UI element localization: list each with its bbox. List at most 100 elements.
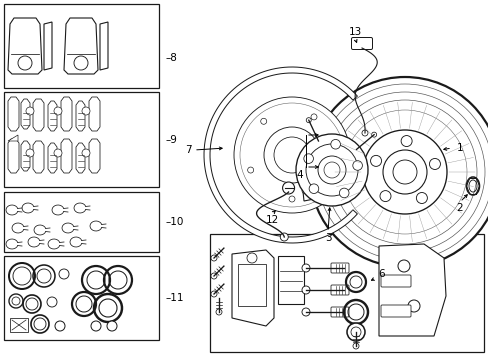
Circle shape (382, 150, 426, 194)
Circle shape (246, 253, 257, 263)
Bar (238, 264, 265, 306)
Circle shape (282, 182, 294, 194)
Circle shape (305, 118, 311, 123)
Circle shape (392, 160, 416, 184)
Circle shape (324, 139, 330, 145)
Circle shape (330, 139, 340, 149)
Circle shape (107, 321, 117, 331)
Circle shape (362, 130, 446, 214)
Bar (209, 234, 483, 352)
FancyBboxPatch shape (330, 285, 348, 295)
Polygon shape (8, 135, 18, 141)
Polygon shape (10, 318, 28, 332)
Circle shape (82, 149, 90, 157)
Circle shape (54, 149, 62, 157)
Bar (4, 192, 159, 252)
Circle shape (350, 327, 360, 337)
Circle shape (273, 137, 309, 173)
Text: –8: –8 (165, 53, 178, 63)
Circle shape (26, 107, 34, 115)
Polygon shape (44, 22, 52, 70)
Polygon shape (48, 143, 57, 173)
Text: 6: 6 (378, 269, 385, 279)
Circle shape (330, 167, 336, 173)
Circle shape (310, 114, 316, 120)
Text: 1: 1 (456, 143, 462, 153)
Circle shape (302, 264, 309, 272)
Circle shape (82, 107, 90, 115)
Text: 12: 12 (265, 215, 278, 225)
Circle shape (210, 273, 217, 279)
Circle shape (302, 188, 307, 194)
Circle shape (303, 154, 313, 163)
FancyBboxPatch shape (380, 275, 410, 287)
Text: 7: 7 (185, 145, 192, 155)
Circle shape (18, 56, 32, 70)
Circle shape (216, 309, 222, 315)
Circle shape (324, 162, 339, 178)
Polygon shape (21, 99, 30, 129)
Polygon shape (76, 101, 85, 131)
Circle shape (59, 269, 69, 279)
Circle shape (247, 167, 253, 173)
Polygon shape (48, 101, 57, 131)
Circle shape (400, 136, 411, 147)
Text: 13: 13 (347, 27, 361, 37)
Circle shape (240, 103, 343, 207)
FancyBboxPatch shape (330, 263, 348, 273)
Circle shape (55, 321, 65, 331)
Circle shape (428, 158, 440, 170)
FancyBboxPatch shape (380, 305, 410, 317)
Circle shape (379, 190, 390, 202)
Polygon shape (89, 139, 100, 173)
Bar (4, 256, 159, 340)
Circle shape (234, 97, 349, 213)
Circle shape (260, 118, 266, 124)
Circle shape (302, 308, 309, 316)
Polygon shape (61, 139, 72, 173)
Polygon shape (378, 244, 445, 336)
Circle shape (416, 193, 427, 203)
Circle shape (210, 291, 217, 297)
Circle shape (352, 343, 358, 349)
Text: –10: –10 (165, 217, 184, 227)
FancyBboxPatch shape (351, 37, 372, 49)
Polygon shape (8, 18, 42, 74)
Polygon shape (299, 145, 346, 201)
Circle shape (26, 149, 34, 157)
Polygon shape (64, 18, 98, 74)
Circle shape (295, 134, 367, 206)
Polygon shape (61, 97, 72, 131)
Circle shape (352, 161, 362, 170)
Polygon shape (33, 99, 44, 131)
Circle shape (346, 323, 364, 341)
Bar (4, 92, 159, 187)
Text: –9: –9 (165, 135, 178, 145)
Circle shape (91, 321, 101, 331)
Circle shape (47, 297, 57, 307)
Circle shape (74, 56, 88, 70)
Polygon shape (8, 139, 19, 173)
Circle shape (317, 156, 346, 184)
Polygon shape (76, 143, 85, 173)
Polygon shape (89, 97, 100, 131)
Circle shape (288, 196, 294, 202)
Polygon shape (33, 141, 44, 173)
Circle shape (407, 300, 419, 312)
Circle shape (339, 188, 348, 198)
Polygon shape (21, 141, 30, 171)
Text: 2: 2 (456, 203, 462, 213)
Polygon shape (203, 67, 357, 243)
Circle shape (397, 260, 409, 272)
Text: 3: 3 (324, 233, 331, 243)
Text: 4: 4 (296, 170, 303, 180)
Circle shape (54, 107, 62, 115)
Polygon shape (100, 22, 108, 70)
Polygon shape (231, 250, 273, 326)
Circle shape (309, 77, 488, 267)
FancyBboxPatch shape (330, 307, 348, 317)
Circle shape (264, 127, 319, 183)
Text: –11: –11 (165, 293, 184, 303)
Polygon shape (278, 256, 304, 304)
Circle shape (308, 184, 318, 194)
